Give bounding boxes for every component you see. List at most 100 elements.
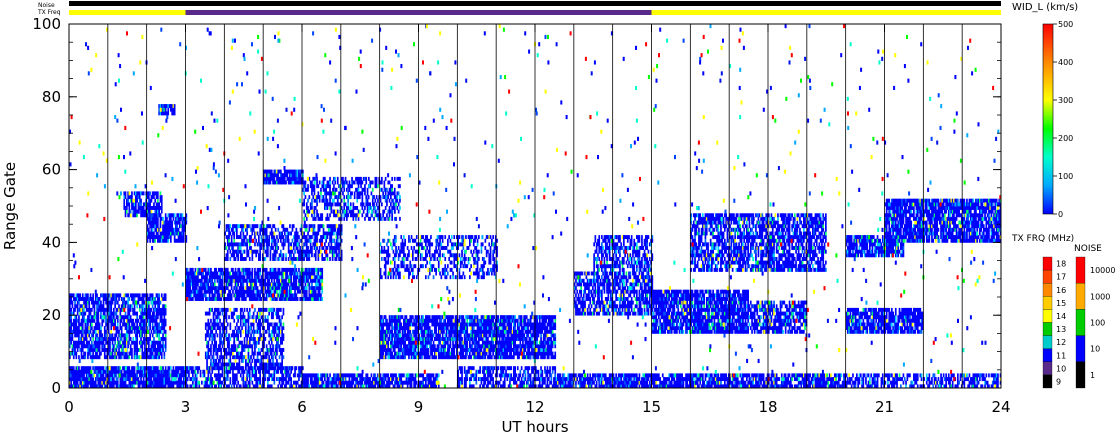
echo-cell [123, 293, 126, 298]
echo-cell [229, 351, 232, 356]
echo-cell [211, 293, 214, 298]
echo-cell [151, 384, 154, 389]
echo-cell [97, 369, 100, 374]
echo-cell [269, 358, 272, 363]
echo-cell [365, 198, 368, 203]
echo-cell [234, 275, 237, 280]
echo-cell [190, 271, 193, 276]
echo-cell [168, 373, 171, 378]
echo-cell [154, 369, 157, 374]
echo-cell [365, 176, 368, 181]
echo-cell [212, 366, 215, 371]
echo-cell [318, 246, 321, 250]
echo-cell [248, 257, 251, 261]
echo-cell [122, 304, 124, 309]
echo-cell [333, 184, 335, 189]
echo-cell [259, 307, 261, 312]
echo-cell [135, 373, 137, 378]
echo-cell [322, 187, 325, 192]
echo-cell [167, 111, 170, 116]
echo-cell [343, 213, 346, 218]
echo-cell [106, 384, 109, 389]
echo-cell [336, 235, 339, 240]
echo-cell [141, 209, 144, 214]
echo-cell [93, 348, 96, 352]
echo-cell [308, 286, 311, 291]
echo-cell [179, 384, 181, 389]
echo-cell [93, 326, 96, 331]
echo-cell [201, 380, 203, 385]
echo-cell [247, 326, 250, 331]
echo-cell [305, 286, 308, 291]
echo-cell [151, 231, 154, 236]
echo-cell [281, 293, 283, 298]
echo-cell [214, 340, 216, 345]
echo-cell [302, 180, 304, 185]
echo-cell [159, 231, 162, 236]
echo-cell [349, 191, 352, 196]
echo-cell [137, 191, 140, 196]
echo-cell [151, 224, 154, 229]
echo-cell [302, 267, 304, 272]
echo-cell [144, 293, 146, 298]
echo-cell [228, 282, 230, 287]
echo-cell [384, 198, 387, 203]
echo-cell [316, 209, 318, 214]
echo-cell [122, 373, 124, 378]
echo-cell [259, 289, 261, 294]
echo-cell [263, 257, 265, 261]
echo-cell [334, 249, 337, 254]
echo-cell [263, 373, 265, 378]
echo-cell [160, 377, 163, 382]
echo-cell [268, 282, 270, 287]
echo-cell [127, 311, 129, 316]
echo-cell [111, 293, 114, 298]
echo-cell [81, 293, 84, 298]
echo-cell [289, 297, 291, 301]
echo-cell [272, 286, 274, 291]
echo-cell [83, 297, 85, 301]
echo-cell [343, 184, 346, 189]
echo-cell [334, 191, 337, 196]
echo-cell [272, 257, 274, 261]
echo-cell [314, 267, 317, 272]
echo-cell [148, 373, 150, 378]
echo-cell [81, 315, 84, 320]
echo-cell [119, 326, 122, 331]
echo-cell [88, 351, 91, 356]
echo-cell [159, 206, 162, 210]
echo-cell [248, 267, 251, 272]
echo-cell [308, 235, 311, 240]
echo-cell [318, 224, 321, 229]
echo-cell [157, 198, 159, 203]
echo-cell [158, 380, 160, 385]
echo-cell [153, 369, 155, 374]
echo-cell [276, 249, 278, 254]
echo-cell [145, 209, 148, 214]
echo-cell [369, 180, 371, 185]
echo-cell [360, 384, 362, 389]
echo-cell [281, 377, 283, 382]
echo-cell [224, 286, 226, 291]
echo-cell [172, 373, 175, 378]
echo-cell [83, 384, 85, 389]
echo-cell [298, 366, 300, 371]
echo-cell [236, 235, 238, 240]
echo-cell [286, 271, 289, 276]
echo-cell [277, 278, 280, 283]
echo-cell [289, 373, 291, 378]
echo-cell [80, 373, 83, 378]
echo-cell [69, 384, 71, 389]
echo-cell [100, 307, 102, 312]
echo-cell [154, 315, 157, 320]
echo-cell [241, 377, 243, 382]
echo-cell [234, 224, 237, 229]
echo-cell [248, 340, 251, 345]
echo-cell [142, 373, 145, 378]
echo-cell [366, 191, 369, 196]
echo-cell [211, 377, 214, 382]
echo-cell [160, 318, 163, 323]
echo-cell [285, 271, 287, 276]
echo-cell [160, 216, 163, 221]
echo-cell [71, 373, 74, 378]
